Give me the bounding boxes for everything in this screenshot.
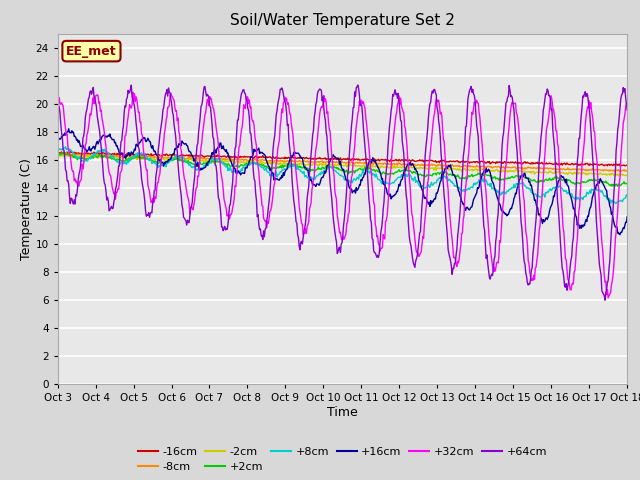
+64cm	[601, 297, 609, 303]
+16cm	[54, 139, 61, 144]
-16cm	[211, 154, 219, 159]
+16cm	[623, 214, 631, 219]
+32cm	[604, 295, 612, 301]
-16cm	[181, 153, 189, 158]
+16cm	[429, 199, 437, 204]
-8cm	[54, 151, 61, 156]
+8cm	[611, 201, 619, 206]
-16cm	[54, 150, 61, 156]
+8cm	[623, 193, 631, 199]
Line: -16cm: -16cm	[58, 152, 627, 166]
+32cm	[123, 127, 131, 132]
-2cm	[64, 153, 72, 159]
-2cm	[211, 159, 219, 165]
-16cm	[616, 163, 624, 168]
+32cm	[429, 119, 437, 125]
-2cm	[54, 154, 61, 159]
-2cm	[429, 165, 437, 171]
-8cm	[181, 156, 189, 161]
+2cm	[614, 183, 621, 189]
+32cm	[413, 250, 420, 255]
+64cm	[623, 108, 631, 113]
-2cm	[413, 166, 420, 171]
+64cm	[54, 97, 61, 103]
-16cm	[67, 149, 74, 155]
Line: +32cm: +32cm	[58, 92, 627, 298]
-8cm	[623, 168, 631, 174]
X-axis label: Time: Time	[327, 406, 358, 419]
+64cm	[123, 96, 131, 102]
-16cm	[413, 158, 420, 164]
+8cm	[429, 181, 437, 187]
+64cm	[429, 90, 437, 96]
Line: -8cm: -8cm	[58, 152, 627, 172]
+32cm	[64, 144, 72, 149]
-8cm	[65, 153, 72, 159]
Text: EE_met: EE_met	[66, 45, 116, 58]
Line: +2cm: +2cm	[58, 153, 627, 186]
+2cm	[65, 152, 72, 158]
-8cm	[124, 154, 131, 159]
-8cm	[413, 163, 420, 168]
+2cm	[413, 171, 420, 177]
Line: -2cm: -2cm	[58, 154, 627, 176]
+16cm	[413, 168, 420, 174]
Line: +8cm: +8cm	[58, 147, 627, 204]
-16cm	[124, 150, 131, 156]
+32cm	[129, 89, 137, 95]
+8cm	[124, 158, 131, 164]
+8cm	[54, 146, 61, 152]
-8cm	[611, 169, 618, 175]
Y-axis label: Temperature (C): Temperature (C)	[20, 158, 33, 260]
+64cm	[354, 82, 362, 88]
-8cm	[211, 156, 219, 161]
+64cm	[64, 178, 72, 183]
+16cm	[616, 232, 624, 238]
Line: +16cm: +16cm	[58, 129, 627, 235]
-16cm	[623, 162, 631, 168]
-8cm	[429, 162, 437, 168]
-16cm	[64, 150, 72, 156]
+2cm	[54, 153, 61, 158]
Title: Soil/Water Temperature Set 2: Soil/Water Temperature Set 2	[230, 13, 455, 28]
+8cm	[181, 158, 189, 164]
-2cm	[623, 172, 631, 178]
+16cm	[211, 147, 219, 153]
+8cm	[61, 144, 69, 150]
+16cm	[124, 153, 131, 159]
-16cm	[429, 158, 437, 164]
Legend: -16cm, -8cm, -2cm, +2cm, +8cm, +16cm, +32cm, +64cm: -16cm, -8cm, -2cm, +2cm, +8cm, +16cm, +3…	[134, 442, 551, 477]
+2cm	[124, 158, 131, 164]
+64cm	[413, 256, 420, 262]
-8cm	[63, 149, 70, 155]
-2cm	[181, 156, 189, 162]
+32cm	[181, 178, 189, 183]
+8cm	[413, 178, 420, 183]
+2cm	[60, 150, 68, 156]
+2cm	[181, 159, 189, 165]
+64cm	[211, 148, 218, 154]
+32cm	[54, 97, 61, 103]
+2cm	[211, 159, 219, 165]
+64cm	[180, 216, 188, 221]
+16cm	[64, 129, 72, 135]
+2cm	[623, 180, 631, 186]
+16cm	[181, 141, 189, 147]
-2cm	[65, 151, 72, 157]
+8cm	[65, 146, 72, 152]
+32cm	[623, 101, 631, 107]
-2cm	[614, 173, 622, 179]
Line: +64cm: +64cm	[58, 85, 627, 300]
+2cm	[429, 171, 437, 177]
+8cm	[211, 157, 219, 163]
+16cm	[65, 126, 72, 132]
-2cm	[124, 156, 131, 162]
+32cm	[211, 117, 219, 122]
